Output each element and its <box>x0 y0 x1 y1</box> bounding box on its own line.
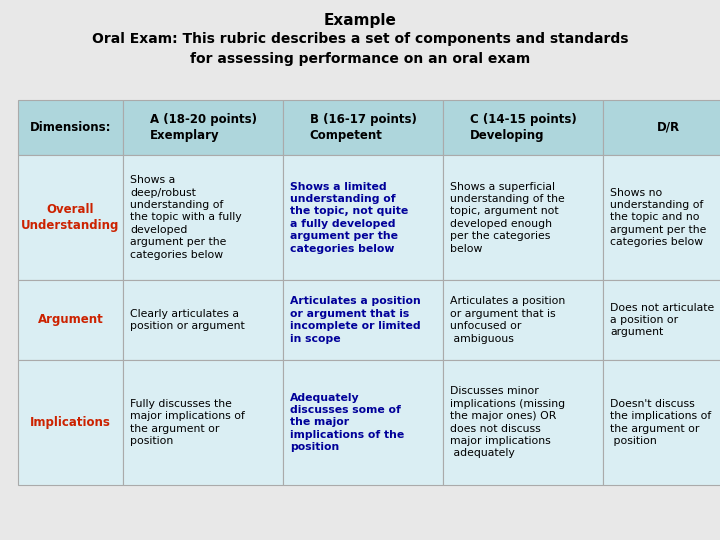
Bar <box>603 360 720 485</box>
Text: Implications: Implications <box>30 416 111 429</box>
Text: Doesn't discuss
the implications of
the argument or
 position: Doesn't discuss the implications of the … <box>610 399 711 446</box>
Bar <box>443 360 603 485</box>
Text: Example: Example <box>323 13 397 28</box>
Text: Does not articulate
a position or
argument: Does not articulate a position or argume… <box>610 302 714 338</box>
Text: Adequately
discusses some of
the major
implications of the
position: Adequately discusses some of the major i… <box>290 393 404 453</box>
Bar <box>18 280 123 360</box>
Text: A (18-20 points)
Exemplary: A (18-20 points) Exemplary <box>150 113 256 142</box>
Bar <box>603 100 720 155</box>
Bar <box>283 155 443 280</box>
Text: Overall
Understanding: Overall Understanding <box>22 203 120 232</box>
Text: Argument: Argument <box>37 314 104 327</box>
Bar <box>603 155 720 280</box>
Text: Shows a
deep/robust
understanding of
the topic with a fully
developed
argument p: Shows a deep/robust understanding of the… <box>130 176 242 260</box>
Text: Discusses minor
implications (missing
the major ones) OR
does not discuss
major : Discusses minor implications (missing th… <box>450 387 565 458</box>
Bar <box>283 360 443 485</box>
Text: Articulates a position
or argument that is
unfocused or
 ambiguous: Articulates a position or argument that … <box>450 296 565 343</box>
Bar <box>18 100 123 155</box>
Text: Articulates a position
or argument that is
incomplete or limited
in scope: Articulates a position or argument that … <box>290 296 420 343</box>
Bar <box>283 280 443 360</box>
Bar <box>603 280 720 360</box>
Bar <box>443 155 603 280</box>
Bar <box>123 280 283 360</box>
Text: for assessing performance on an oral exam: for assessing performance on an oral exa… <box>190 52 530 66</box>
Bar <box>443 100 603 155</box>
Bar <box>123 100 283 155</box>
Bar <box>443 280 603 360</box>
Text: Dimensions:: Dimensions: <box>30 121 112 134</box>
Bar <box>283 100 443 155</box>
Bar <box>18 360 123 485</box>
Text: Shows a limited
understanding of
the topic, not quite
a fully developed
argument: Shows a limited understanding of the top… <box>290 181 408 253</box>
Text: Oral Exam: This rubric describes a set of components and standards: Oral Exam: This rubric describes a set o… <box>91 32 629 46</box>
Text: C (14-15 points)
Developing: C (14-15 points) Developing <box>469 113 577 142</box>
Text: B (16-17 points)
Competent: B (16-17 points) Competent <box>310 113 416 142</box>
Text: Clearly articulates a
position or argument: Clearly articulates a position or argume… <box>130 309 245 331</box>
Text: Fully discusses the
major implications of
the argument or
position: Fully discusses the major implications o… <box>130 399 245 446</box>
Bar <box>123 155 283 280</box>
Text: D/R: D/R <box>657 121 680 134</box>
Text: Shows a superficial
understanding of the
topic, argument not
developed enough
pe: Shows a superficial understanding of the… <box>450 181 564 253</box>
Bar <box>18 155 123 280</box>
Bar <box>123 360 283 485</box>
Text: Shows no
understanding of
the topic and no
argument per the
categories below: Shows no understanding of the topic and … <box>610 188 706 247</box>
